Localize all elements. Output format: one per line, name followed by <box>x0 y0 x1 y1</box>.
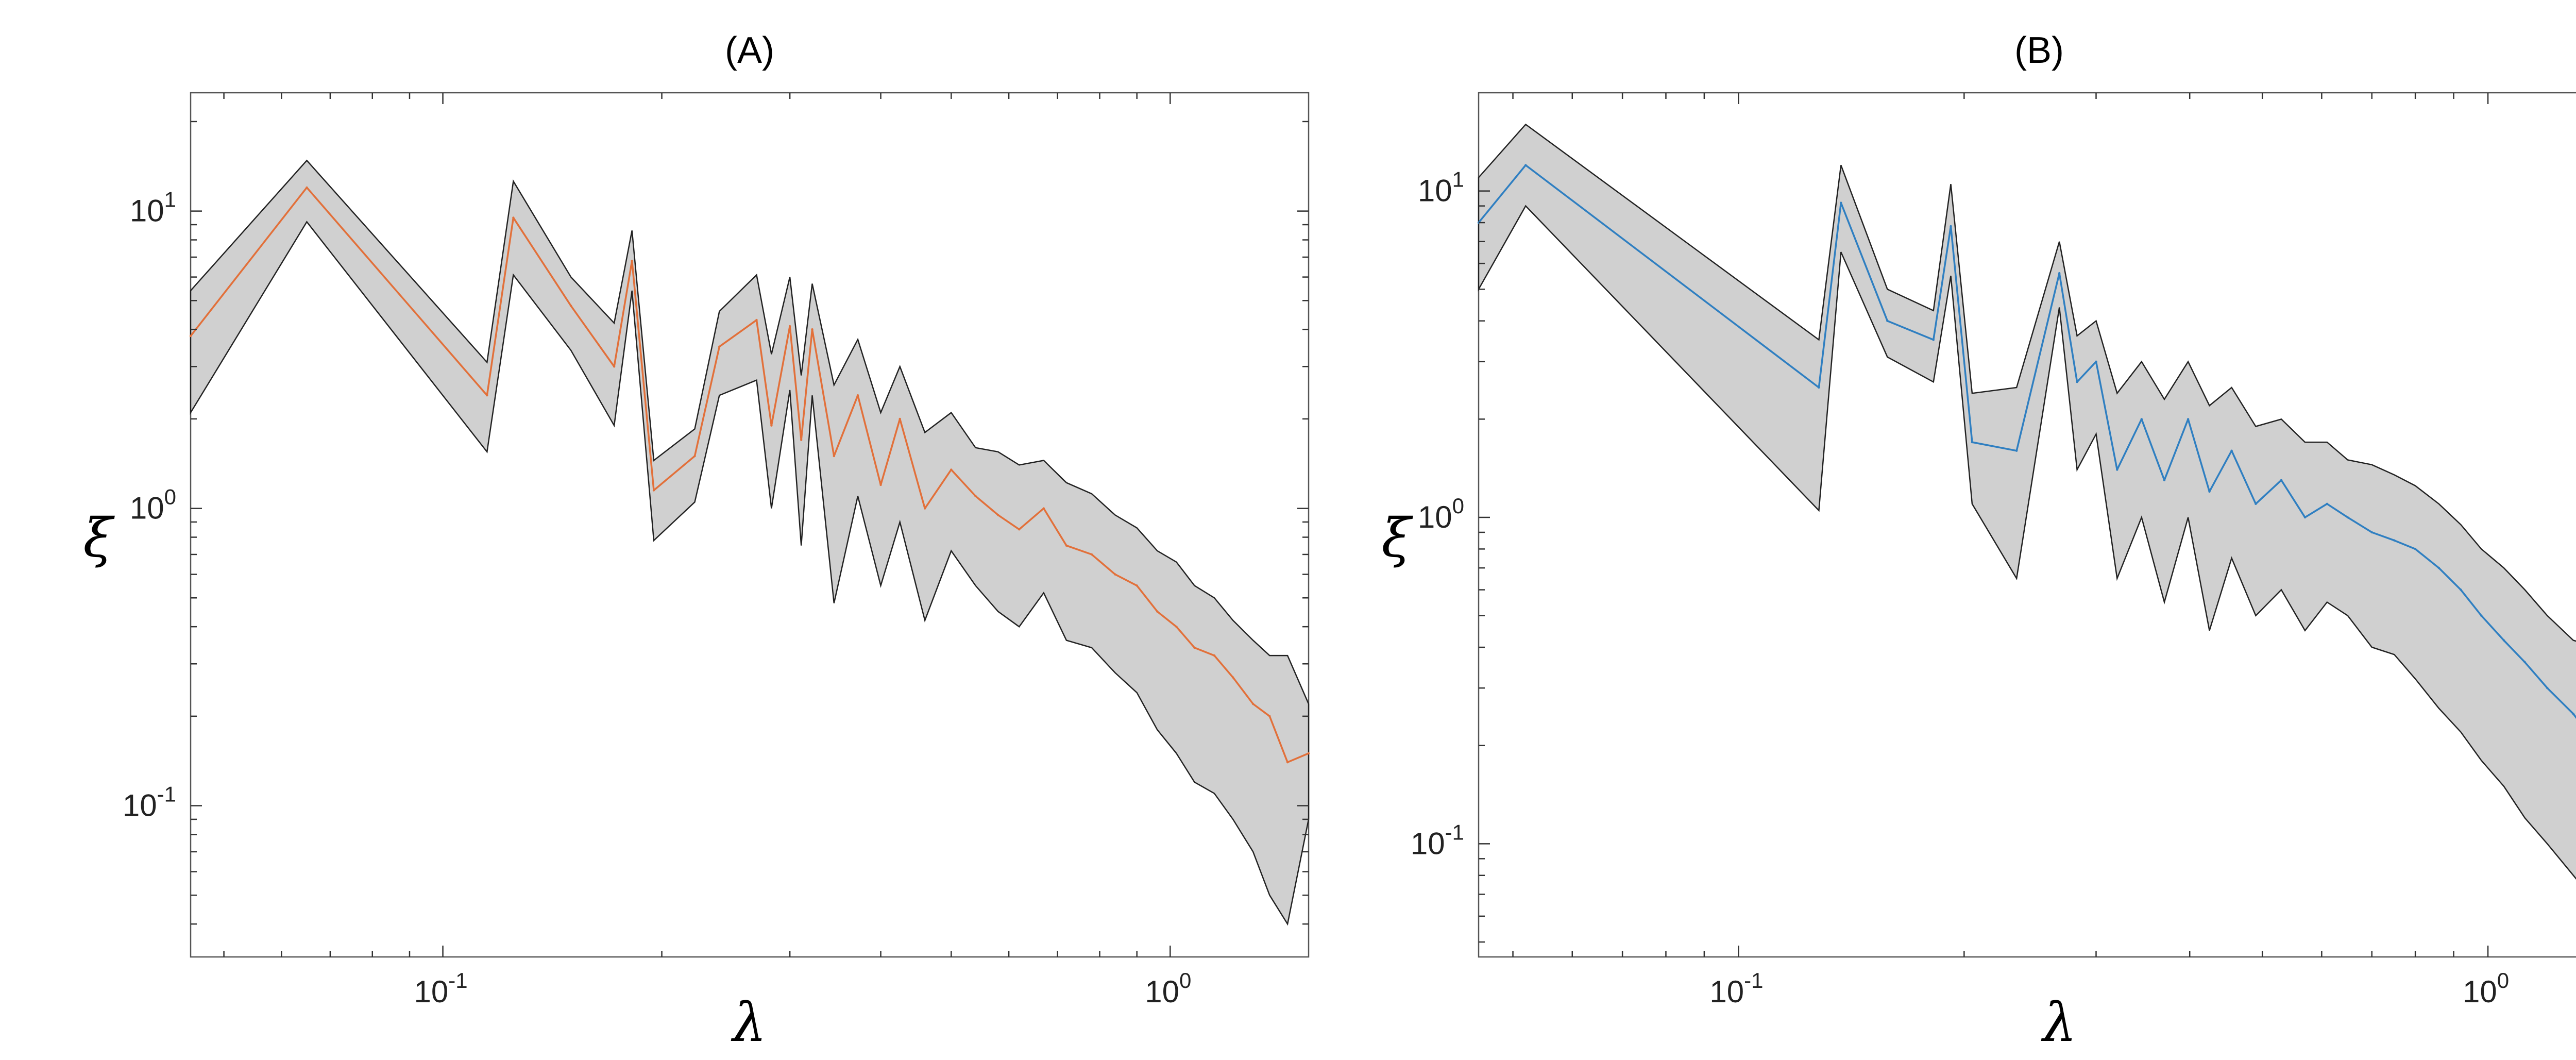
data-point <box>1971 441 1974 444</box>
data-point <box>2116 468 2119 471</box>
data-point <box>2163 479 2166 481</box>
data-point <box>1252 702 1255 705</box>
panel-b-y-axis-label: ξ <box>1381 507 1413 569</box>
data-point <box>1156 610 1159 613</box>
panel-b-title: (B) <box>2014 30 2064 71</box>
data-point <box>613 365 616 368</box>
data-point <box>1932 339 1935 341</box>
data-point <box>2460 588 2462 591</box>
data-point <box>1018 528 1021 531</box>
data-point <box>811 328 814 331</box>
band-area <box>1478 123 2576 880</box>
data-point <box>1232 676 1234 679</box>
x-tick-label: 100 <box>2463 968 2509 1009</box>
data-point <box>2480 614 2483 617</box>
data-point <box>486 394 488 397</box>
data-point <box>770 424 773 427</box>
panel-b-x-ticks: 10-1 100 <box>1512 93 2509 1009</box>
data-point <box>2326 502 2328 505</box>
data-point <box>512 216 515 219</box>
panel-b-y-ticks: 10-1 100 101 <box>1411 167 1490 943</box>
data-point <box>1136 584 1138 587</box>
y-tick-label: 101 <box>1418 167 1464 208</box>
panel-a-y-ticks: 10-1 100 101 <box>123 121 1309 925</box>
data-point <box>924 507 926 510</box>
x-tick-label: 100 <box>1145 968 1191 1009</box>
data-point <box>1307 752 1310 755</box>
data-point <box>1213 654 1216 657</box>
data-point <box>1524 164 1527 166</box>
data-point <box>974 495 977 497</box>
data-point <box>1175 626 1178 628</box>
data-point <box>2095 360 2097 363</box>
data-point <box>2370 531 2373 534</box>
data-point <box>833 455 836 458</box>
panel-b-mean-line <box>1477 164 2576 719</box>
data-point <box>2346 516 2349 519</box>
data-point <box>718 345 721 348</box>
panel-a-mean-line <box>189 186 1310 764</box>
data-point <box>2208 490 2211 493</box>
data-point <box>1886 319 1889 322</box>
data-point <box>755 318 758 322</box>
x-tick-label: 10-1 <box>1709 968 1763 1009</box>
data-point <box>1268 715 1271 718</box>
panel-a-title: (A) <box>725 30 774 71</box>
data-point <box>1840 201 1842 204</box>
data-point <box>2187 418 2190 420</box>
data-point <box>2076 381 2078 383</box>
data-point <box>631 260 633 262</box>
data-point <box>997 514 999 516</box>
data-point <box>788 325 791 328</box>
data-point <box>2393 539 2396 542</box>
data-point <box>2255 502 2257 505</box>
data-point <box>2140 418 2143 420</box>
data-point <box>306 186 308 189</box>
data-point <box>856 394 859 397</box>
data-point <box>2437 566 2440 569</box>
data-point <box>1950 225 1952 228</box>
data-point <box>570 305 572 307</box>
data-point <box>1818 386 1820 389</box>
data-point <box>2303 516 2307 519</box>
data-point <box>1114 573 1116 576</box>
panel-b-confidence-band <box>1478 123 2576 880</box>
data-point <box>1090 553 1093 556</box>
panel-a: (A) 10-1 100 10-1 100 101 λ ξ <box>83 30 1310 1054</box>
y-tick-label: 100 <box>1418 494 1464 534</box>
data-point <box>2230 449 2233 452</box>
data-point <box>2502 639 2505 642</box>
data-point <box>693 455 696 458</box>
data-point <box>1065 544 1068 547</box>
data-point <box>1042 507 1045 510</box>
data-point <box>2523 661 2526 664</box>
panel-a-x-ticks: 10-1 100 <box>223 93 1191 1009</box>
data-point <box>1193 646 1196 649</box>
data-point <box>800 439 803 441</box>
series-line <box>190 187 1309 763</box>
y-tick-label: 100 <box>130 485 176 526</box>
data-point <box>2414 548 2417 550</box>
data-point <box>189 334 192 338</box>
data-point <box>2280 479 2283 481</box>
y-tick-label: 101 <box>130 188 176 228</box>
panel-b: (B) 10-1 100 10-1 100 101 λ ξ <box>1381 30 2576 1054</box>
data-point <box>652 489 655 492</box>
y-tick-label: 10-1 <box>123 782 176 823</box>
panel-a-x-axis-label: λ <box>731 991 767 1054</box>
y-tick-label: 10-1 <box>1411 820 1464 861</box>
series-line <box>1478 164 2576 719</box>
data-point <box>879 483 882 486</box>
data-point <box>1286 761 1289 764</box>
data-point <box>2015 449 2018 452</box>
data-point <box>2546 687 2549 689</box>
x-tick-label: 10-1 <box>414 968 468 1009</box>
data-point <box>2058 272 2061 275</box>
panel-a-y-axis-label: ξ <box>83 507 115 569</box>
data-point <box>2572 713 2574 715</box>
data-point <box>899 417 901 420</box>
data-point <box>950 468 953 471</box>
panel-b-x-axis-label: λ <box>2041 991 2077 1054</box>
